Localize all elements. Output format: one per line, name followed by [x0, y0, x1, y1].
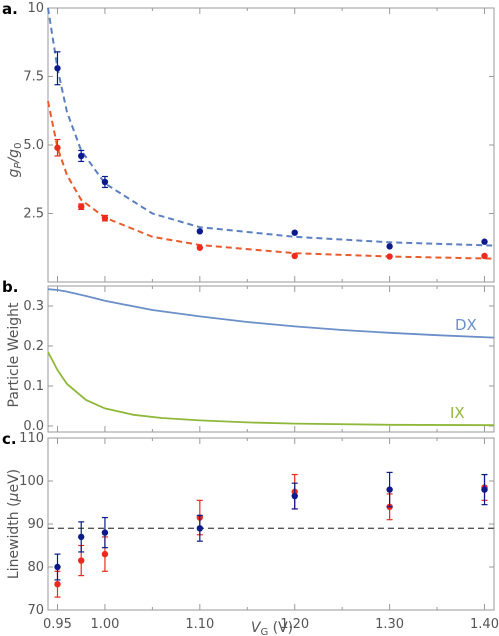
blue-data-point [481, 486, 488, 493]
y-tick-label: 2.5 [23, 207, 44, 222]
y-tick-label: 0.2 [23, 339, 44, 354]
blue-data-point [291, 492, 298, 500]
x-tick-label: 1.10 [185, 617, 214, 632]
blue-data-point [291, 229, 298, 236]
red-data-point [54, 581, 61, 588]
y-tick-label: 10 [27, 1, 44, 16]
blue-fit-curve [47, 7, 495, 247]
y-tick-label: 7.5 [23, 70, 44, 85]
y-tick-label: 80 [27, 560, 44, 575]
red-data-point [291, 252, 298, 260]
dx-line [47, 288, 495, 339]
x-axis-title-unit: (V) [268, 620, 293, 636]
panel-letter-a: a. [2, 0, 18, 18]
blue-data-point [78, 152, 85, 160]
panel-a-frame [47, 7, 495, 283]
red-data-point [101, 550, 109, 558]
y-tick-label: 110 [19, 431, 44, 446]
panel-c-chart: 70 80 90 100 110 Linewidth (μeV) [6, 431, 495, 618]
red-data-point [78, 557, 85, 564]
red-data-point [101, 214, 109, 222]
x-tick-label: 1.40 [470, 617, 499, 632]
panel-letter-c: c. [2, 430, 17, 448]
panel-a-chart: 2.5 5.0 7.5 10 gP/g0 [6, 1, 495, 283]
panel-a-ylabel-mid: /g [6, 149, 22, 165]
panel-c-ylabel-main: Linewidth ( [6, 501, 22, 579]
panel-c-ylabel-mu: μ [6, 492, 22, 502]
x-axis-title-sub: G [260, 627, 268, 636]
blue-data-point [481, 238, 488, 245]
panel-a-ylabel-sub: P [13, 162, 24, 169]
blue-data-point [101, 178, 109, 186]
red-data-point [481, 252, 488, 260]
panel-a-ylabel-g: g [6, 168, 22, 177]
y-tick-label: 0.0 [23, 419, 44, 434]
panel-c-ylabel-end: eV) [6, 469, 22, 493]
blue-data-point [386, 486, 393, 493]
y-tick-label: 5.0 [23, 138, 44, 153]
blue-data-point [54, 65, 61, 72]
blue-data-point [78, 533, 85, 541]
y-tick-label: 100 [19, 474, 44, 489]
x-tick-label: 0.95 [43, 617, 72, 632]
x-tick-label: 1.00 [90, 617, 119, 632]
panel-c-frame [47, 437, 495, 611]
blue-data-point [196, 228, 204, 235]
ix-line [47, 351, 495, 427]
blue-data-point [386, 243, 393, 250]
dx-series-label: DX [455, 316, 477, 334]
blue-data-point [196, 525, 204, 532]
red-data-point [196, 244, 204, 251]
blue-data-point [54, 563, 61, 571]
panel-letter-b: b. [2, 278, 18, 296]
ix-series-label: IX [450, 404, 465, 422]
red-data-point [386, 253, 393, 260]
y-tick-label: 0.1 [23, 379, 44, 394]
panel-a-ylabel: gP/g0 [6, 143, 24, 178]
y-tick-label: 70 [27, 603, 44, 618]
red-data-point [78, 203, 85, 210]
red-data-point [54, 144, 61, 151]
panel-c-ylabel: Linewidth (μeV) [6, 469, 22, 579]
panel-b-chart: 0.0 0.1 0.2 0.3 DX IX Particle Weight [6, 285, 495, 434]
panel-b-frame [47, 285, 495, 433]
x-tick-label: 1.30 [375, 617, 404, 632]
panel-a-ylabel-sub2: 0 [13, 143, 24, 149]
x-axis-title-main: V [251, 620, 262, 636]
blue-data-point [101, 529, 109, 536]
x-axis-title: VG (V) [251, 620, 293, 636]
y-tick-label: 0.3 [23, 299, 44, 314]
y-tick-label: 90 [27, 517, 44, 532]
orange-fit-curve [47, 100, 495, 260]
panel-b-ylabel: Particle Weight [6, 302, 22, 407]
x-tick-label: 1.20 [280, 617, 309, 632]
